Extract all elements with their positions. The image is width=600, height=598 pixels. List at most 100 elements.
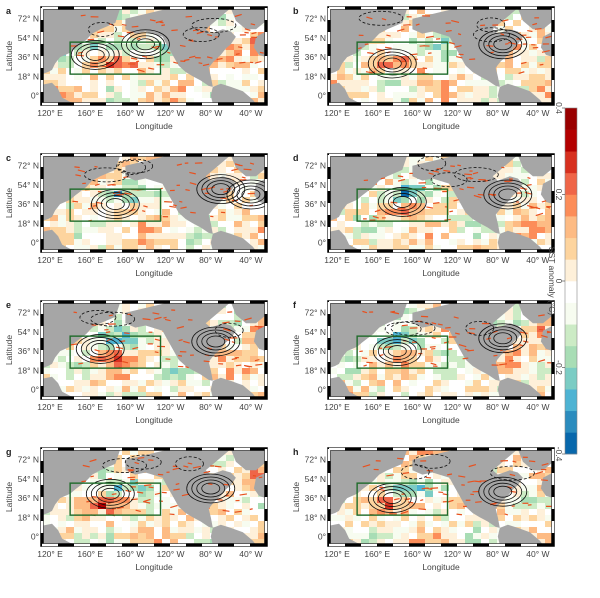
colorbar-swatch — [565, 237, 577, 260]
contour-dashed — [182, 27, 220, 42]
contour-solid — [367, 48, 417, 79]
y-tick-label: 18° N — [305, 512, 326, 522]
contour-solid — [387, 193, 417, 211]
land-asia — [329, 8, 408, 75]
y-tick-label: 0° — [318, 531, 326, 541]
contour-solid — [131, 35, 160, 54]
land-greenland — [517, 8, 553, 30]
land-asia — [329, 155, 408, 222]
contour-solid — [196, 174, 246, 205]
y-tick-label: 18° N — [305, 365, 326, 375]
x-tick-label: 80° W — [486, 108, 509, 118]
colorbar-swatch — [565, 367, 577, 390]
colorbar-swatch — [565, 281, 577, 303]
contour-solid — [211, 183, 231, 196]
contours — [358, 10, 528, 79]
contour-solid — [483, 326, 523, 351]
x-tick-label: 40° W — [526, 402, 549, 412]
x-tick-label: 80° W — [486, 255, 509, 265]
contour-solid — [70, 40, 120, 70]
panel-h: h 72° N 54° N 36° N 18° N 0° Latitude 120° E 160… — [291, 447, 555, 572]
y-tick-label: 18° N — [305, 71, 326, 81]
contours — [367, 453, 535, 513]
contour-solid — [387, 345, 407, 357]
land-europe — [540, 178, 553, 205]
y-tick-label: 36° N — [18, 199, 39, 209]
contour-dashed — [90, 311, 136, 327]
contour-solid — [80, 337, 120, 361]
x-tick-label: 120° E — [324, 108, 350, 118]
y-tick-label: 72° N — [305, 161, 326, 171]
contour-solid — [377, 54, 407, 73]
contour-solid — [201, 482, 221, 495]
land-asia — [42, 302, 121, 369]
x-tick-label: 160° W — [403, 549, 431, 559]
land-southeast-asia — [329, 376, 366, 398]
contour-solid — [191, 326, 241, 357]
contour-solid — [493, 38, 513, 51]
contour-solid — [377, 187, 427, 217]
contour-solid — [478, 29, 528, 60]
map-frame — [327, 447, 555, 547]
x-tick-label: 120° W — [444, 108, 472, 118]
land-south-america — [210, 524, 256, 545]
y-tick-label: 54° N — [18, 327, 39, 337]
x-tick-label: 160° W — [403, 255, 431, 265]
land-north-america — [412, 155, 523, 234]
y-axis-label: Latitude — [4, 41, 14, 72]
contour-dashed — [473, 27, 510, 43]
y-tick-label: 72° N — [18, 161, 39, 171]
colorbar-label: SST anomaly (°C) — [547, 247, 557, 316]
contours — [372, 320, 528, 366]
y-tick-label: 54° N — [18, 474, 39, 484]
y-tick-label: 72° N — [18, 14, 39, 24]
contour-solid — [382, 57, 402, 70]
land-north-america — [125, 155, 236, 234]
region-box — [69, 188, 162, 222]
y-tick-label: 54° N — [305, 327, 326, 337]
y-tick-label: 72° N — [305, 308, 326, 318]
x-tick-label: 120° E — [37, 402, 63, 412]
contour-dashed — [87, 22, 117, 37]
region-box — [69, 335, 162, 369]
x-axis-label: Longitude — [135, 268, 173, 278]
x-tick-label: 40° W — [526, 549, 549, 559]
x-tick-label: 160° E — [77, 549, 103, 559]
panel-label: b — [293, 6, 299, 16]
x-tick-label: 40° W — [526, 108, 549, 118]
land-north-america — [412, 8, 523, 87]
contour-solid — [85, 478, 135, 509]
contour-solid — [372, 486, 412, 510]
x-tick-label: 160° W — [116, 402, 144, 412]
contour-solid — [196, 479, 226, 498]
contour-solid — [231, 182, 266, 207]
x-tick-label: 160° E — [77, 255, 103, 265]
colorbar-swatch — [565, 432, 577, 455]
contour-solid — [488, 482, 518, 501]
y-tick-label: 36° N — [305, 493, 326, 503]
contour-solid — [191, 476, 231, 501]
sst-map — [329, 449, 553, 545]
colorbar-swatch — [565, 345, 577, 368]
contour-solid — [478, 476, 528, 507]
contours — [75, 310, 244, 364]
contour-solid — [126, 32, 165, 57]
land-south-america — [497, 524, 543, 545]
y-tick-label: 18° N — [18, 365, 39, 375]
x-tick-label: 120° E — [37, 549, 63, 559]
colorbar-swatch — [565, 216, 577, 239]
y-axis-label: Latitude — [4, 188, 14, 219]
sst-map — [42, 8, 266, 104]
land-europe — [253, 472, 266, 499]
panel-label: f — [293, 300, 297, 310]
land-asia — [42, 8, 121, 75]
x-axis-label: Longitude — [422, 415, 460, 425]
region-box — [356, 335, 449, 369]
colorbar-swatch — [565, 108, 577, 130]
contour-dashed — [116, 158, 154, 174]
region-box — [356, 188, 449, 222]
y-tick-label: 18° N — [18, 512, 39, 522]
land-asia — [329, 302, 408, 369]
x-axis-label: Longitude — [422, 121, 460, 131]
contour-solid — [488, 35, 518, 54]
